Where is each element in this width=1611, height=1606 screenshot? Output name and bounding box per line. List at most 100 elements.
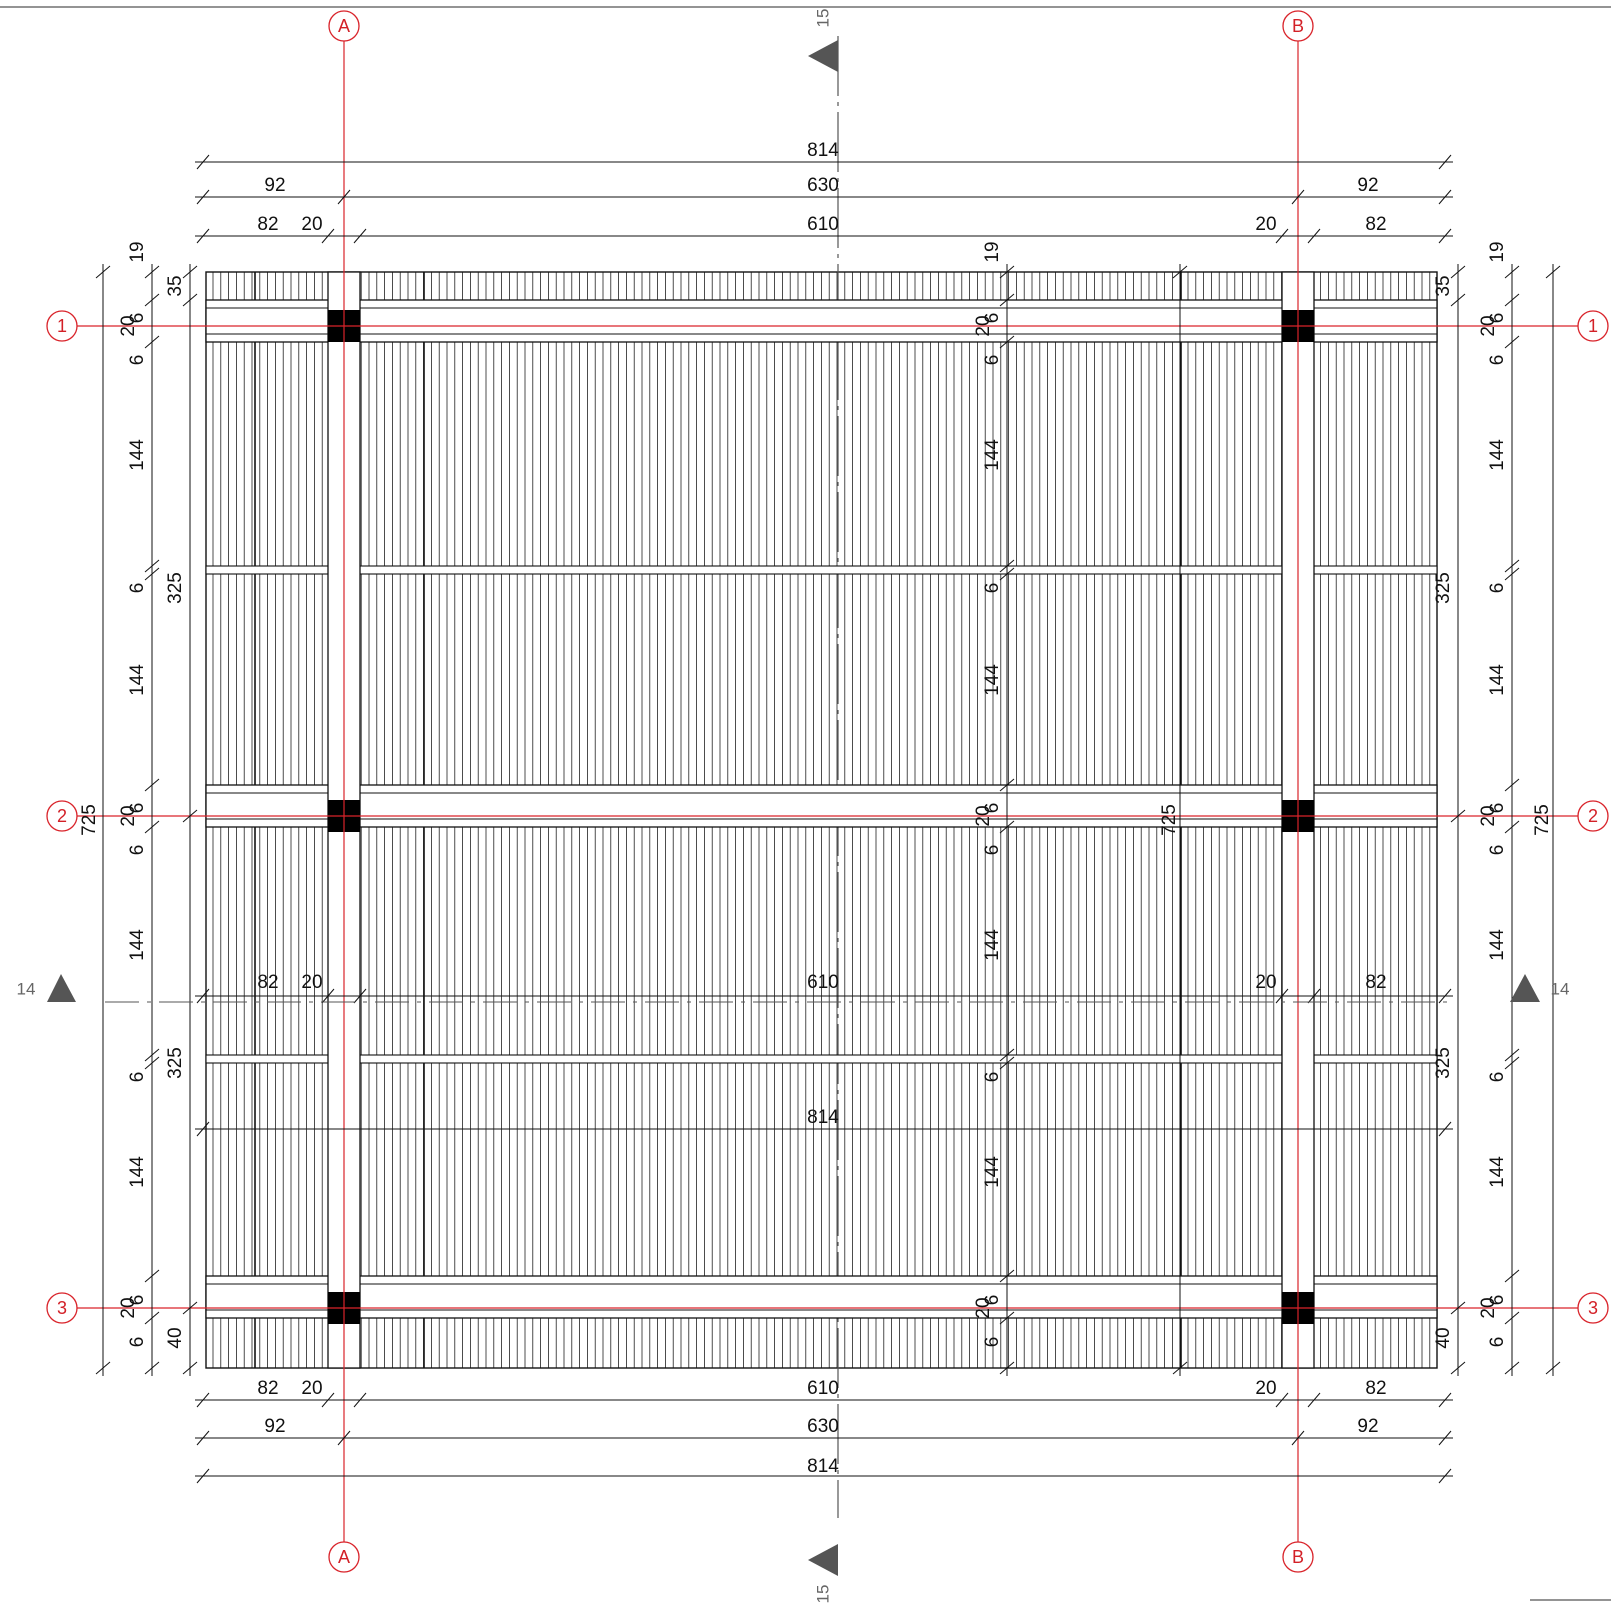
purlin <box>205 1054 1438 1064</box>
dimension-tick <box>353 228 367 244</box>
dimension-tick <box>1172 1361 1188 1375</box>
dimension-label: 20 <box>301 214 322 235</box>
dimension-label: 144 <box>982 1156 1003 1188</box>
dimension-tick <box>1504 1048 1520 1062</box>
dimension-label: 6 <box>127 1295 148 1306</box>
dimension-label: 20 <box>973 805 994 826</box>
dimension-tick <box>1291 1430 1305 1446</box>
dimension-tick <box>999 567 1015 581</box>
dimension-label: 6 <box>127 355 148 366</box>
dimension-tick <box>999 1311 1015 1325</box>
dimension-label: 814 <box>807 1456 839 1477</box>
dimension-tick <box>196 154 210 170</box>
dimension-label: 144 <box>1487 1156 1508 1188</box>
dimension-label: 20 <box>118 1297 139 1318</box>
dimension-tick <box>1275 228 1289 244</box>
dimension-label: 144 <box>1487 439 1508 471</box>
dimension-tick <box>999 778 1015 792</box>
dimension-label: 82 <box>257 972 278 993</box>
dimension-label: 144 <box>127 1156 148 1188</box>
dimension-label: 19 <box>127 241 148 262</box>
dimension-tick <box>196 988 210 1004</box>
dimension-tick <box>182 809 198 823</box>
dimension-label: 20 <box>301 972 322 993</box>
dimension-tick <box>1172 265 1188 279</box>
dimension-label: 144 <box>127 929 148 961</box>
dimension-tick <box>1450 293 1466 307</box>
dimension-tick <box>321 228 335 244</box>
dimension-label: 20 <box>1255 972 1276 993</box>
dimension-label: 325 <box>165 572 186 604</box>
dimension-label: 814 <box>807 1107 839 1128</box>
dimension-label: 6 <box>982 355 1003 366</box>
dimension-label: 630 <box>807 1416 839 1437</box>
dimension-label: 6 <box>127 803 148 814</box>
dimension-tick <box>182 1361 198 1375</box>
dimension-label: 6 <box>127 845 148 856</box>
dimension-tick <box>144 1361 160 1375</box>
dimension-tick <box>321 988 335 1004</box>
dimension-tick <box>999 1056 1015 1070</box>
dimension-tick <box>95 1361 111 1375</box>
dimension-label: 6 <box>982 1072 1003 1083</box>
dimension-tick <box>1438 189 1452 205</box>
dimension-label: 20 <box>1478 805 1499 826</box>
dimension-label: 144 <box>1487 929 1508 961</box>
grid-bubble-left <box>46 800 78 832</box>
dimension-label: 610 <box>807 214 839 235</box>
dimension-label: 19 <box>982 241 1003 262</box>
dimension-tick <box>144 559 160 573</box>
crossbeam-band <box>205 1275 1438 1319</box>
dimension-label: 6 <box>982 803 1003 814</box>
grid-bubble-bottom <box>328 1541 360 1573</box>
dimension-label: 6 <box>1487 583 1508 594</box>
dimension-tick <box>999 820 1015 834</box>
dimension-label: 6 <box>127 313 148 324</box>
dimension-tick <box>1504 1269 1520 1283</box>
dimension-tick <box>196 189 210 205</box>
dimension-label: 35 <box>1433 275 1454 296</box>
dimension-label: 725 <box>1159 804 1180 836</box>
structural-grid: A A B B 1 1 2 2 3 3 <box>46 10 1609 1573</box>
dimension-label: 92 <box>1357 175 1378 196</box>
section-arrow-right <box>1510 974 1540 1002</box>
dimension-tick <box>1438 1430 1452 1446</box>
section-arrow-bottom <box>808 1544 838 1576</box>
dimension-tick <box>999 1048 1015 1062</box>
dimension-label: 6 <box>1487 355 1508 366</box>
section-markers: 15 15 14 14 <box>17 9 1570 1604</box>
dimension-label: 20 <box>973 1297 994 1318</box>
dimension-tick <box>1450 1301 1466 1315</box>
grid-bubble-top <box>1282 10 1314 42</box>
dimension-tick <box>999 559 1015 573</box>
dimension-label: 35 <box>165 275 186 296</box>
dimension-tick <box>1504 1056 1520 1070</box>
section-label-bottom: 15 <box>813 1585 832 1604</box>
dimension-label: 40 <box>1433 1327 1454 1348</box>
dimension-label: 20 <box>1255 214 1276 235</box>
grid-label-column-bottom: A <box>338 1547 350 1567</box>
dimension-tick <box>1438 154 1452 170</box>
grid-bubble-left <box>46 310 78 342</box>
dimension-tick <box>1438 1121 1452 1137</box>
dimension-label: 19 <box>1487 241 1508 262</box>
dimension-label: 20 <box>1478 315 1499 336</box>
dimension-label: 610 <box>807 972 839 993</box>
crossbeam-band <box>205 299 1438 343</box>
dimension-tick <box>196 1392 210 1408</box>
dimension-tick <box>1450 809 1466 823</box>
dimension-tick <box>95 265 111 279</box>
grid-label-column-bottom: B <box>1292 1547 1304 1567</box>
section-arrow-top <box>808 40 838 72</box>
dimension-label: 82 <box>1365 214 1386 235</box>
dimension-label: 144 <box>982 929 1003 961</box>
dimension-tick <box>144 1056 160 1070</box>
grid-label-row-right: 2 <box>1588 806 1598 826</box>
dimension-tick <box>1438 1468 1452 1484</box>
dimension-label: 6 <box>1487 803 1508 814</box>
dimension-label: 6 <box>1487 1072 1508 1083</box>
grid-bubble-left <box>46 1292 78 1324</box>
dimension-tick <box>182 265 198 279</box>
dimension-tick <box>337 189 351 205</box>
